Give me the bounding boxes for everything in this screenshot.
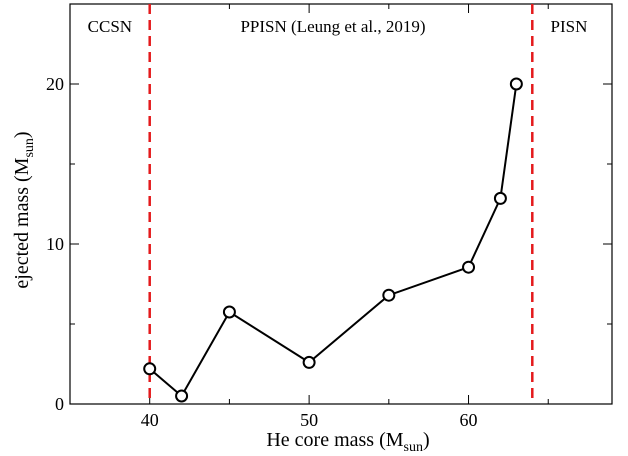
region-label: CCSN	[88, 17, 132, 36]
data-point	[493, 191, 507, 205]
data-line	[149, 83, 518, 398]
y-tick-label: 10	[46, 234, 64, 254]
data-point	[222, 305, 236, 319]
plot-frame	[69, 3, 613, 405]
x-tick-label: 40	[141, 410, 159, 430]
x-tick-label: 60	[460, 410, 478, 430]
data-point	[302, 355, 316, 369]
data-point	[509, 77, 523, 91]
data-point	[175, 389, 189, 403]
text-layer: He core mass (Msun) ejected mass (Msun)	[11, 131, 430, 455]
y-tick-label: 20	[46, 74, 64, 94]
region-label: PPISN (Leung et al., 2019)	[240, 17, 425, 36]
y-axis-title: ejected mass (Msun)	[11, 131, 37, 288]
data-point	[462, 260, 476, 274]
x-tick-label: 50	[300, 410, 318, 430]
region-label: PISN	[551, 17, 588, 36]
y-tick-label: 0	[55, 394, 64, 414]
plot-layer: 40 50 60 0 10 20 CCSN PPISN (Leung et al., 2019…	[46, 3, 613, 430]
data-point	[143, 362, 157, 376]
data-point	[382, 288, 396, 302]
x-axis-title: He core mass (Msun)	[266, 429, 429, 455]
